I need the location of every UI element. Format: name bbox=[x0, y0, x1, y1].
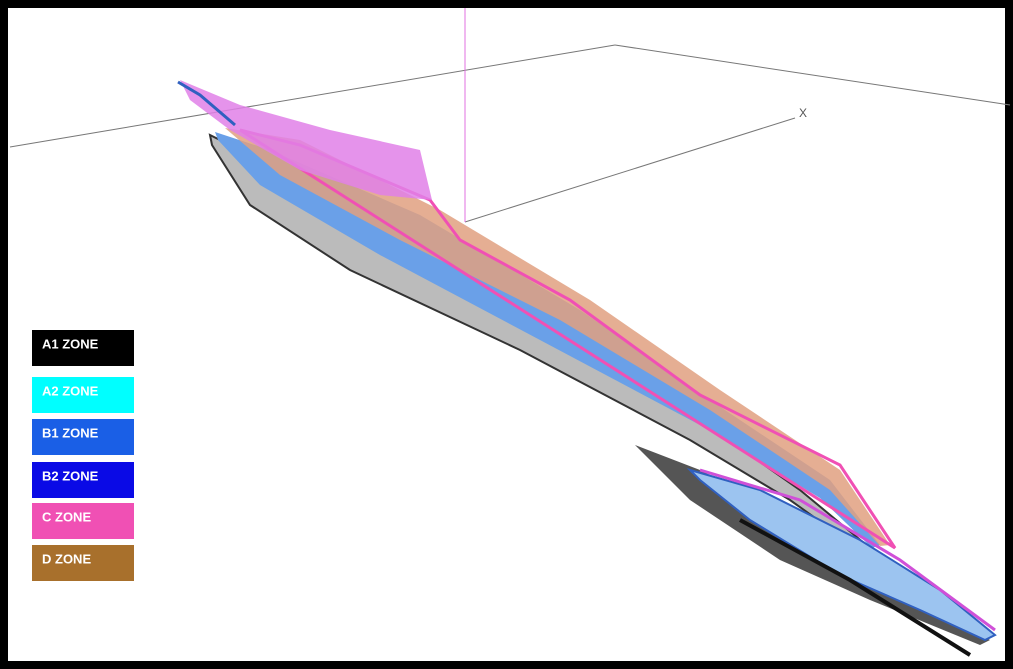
axis-label: X bbox=[799, 106, 807, 120]
legend-label: A2 ZONE bbox=[42, 383, 99, 398]
legend-label: C ZONE bbox=[42, 509, 91, 524]
legend-label: B1 ZONE bbox=[42, 425, 99, 440]
legend-label: A1 ZONE bbox=[42, 336, 99, 351]
legend-label: B2 ZONE bbox=[42, 468, 99, 483]
model-view: X A1 ZONE A2 ZONE B1 ZONE B2 ZONE C ZONE D ZO… bbox=[0, 0, 1013, 669]
legend-label: D ZONE bbox=[42, 551, 91, 566]
